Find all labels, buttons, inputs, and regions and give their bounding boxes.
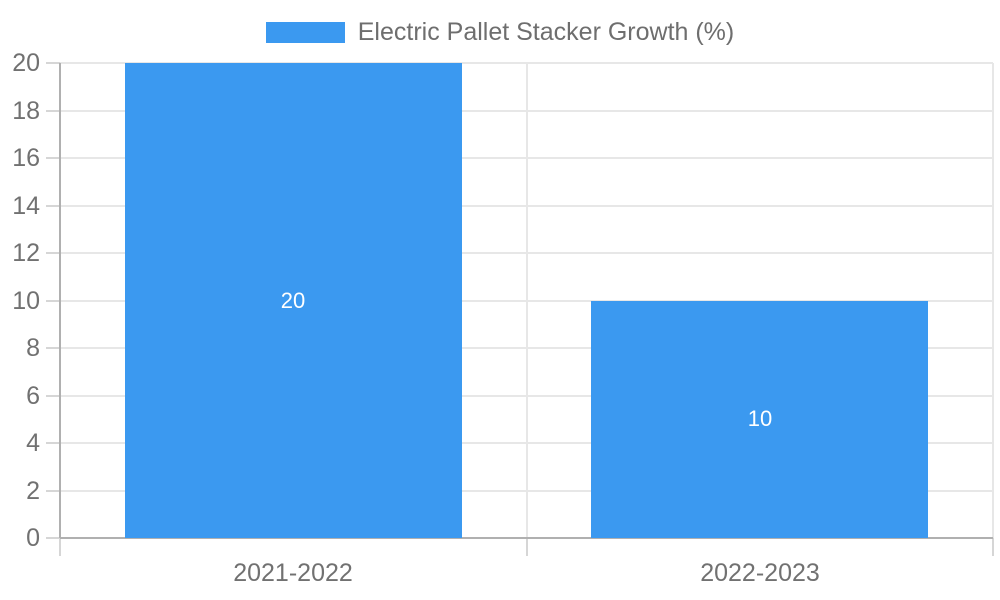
y-axis-tick-label: 16 bbox=[12, 144, 40, 172]
y-axis-tick bbox=[46, 252, 60, 254]
y-axis-tick-label: 4 bbox=[26, 429, 40, 457]
y-axis-tick bbox=[46, 442, 60, 444]
bar-value-label: 10 bbox=[747, 406, 773, 431]
y-axis-tick-label: 6 bbox=[26, 381, 40, 410]
y-axis-tick bbox=[46, 394, 60, 397]
legend-label: Electric Pallet Stacker Growth (%) bbox=[357, 17, 735, 46]
x-axis-label: 2022-2023 bbox=[700, 559, 820, 587]
x-axis-tick bbox=[525, 538, 528, 556]
y-axis-tick bbox=[46, 109, 60, 112]
bar[interactable] bbox=[125, 63, 462, 538]
y-axis-tick-label: 2 bbox=[26, 476, 40, 505]
y-axis-tick-label: 14 bbox=[12, 191, 40, 220]
y-axis-tick-label: 10 bbox=[12, 286, 40, 315]
x-axis-line bbox=[60, 537, 993, 539]
x-axis-tick bbox=[59, 538, 61, 556]
x-axis-tick bbox=[992, 538, 994, 556]
y-axis-tick bbox=[46, 157, 60, 159]
x-axis-label: 2021-2022 bbox=[233, 559, 353, 587]
bar-value-label: 20 bbox=[280, 288, 306, 313]
y-axis-tick-label: 0 bbox=[26, 524, 40, 552]
y-axis-tick bbox=[46, 347, 60, 349]
legend-swatch bbox=[265, 21, 345, 43]
y-axis-tick bbox=[46, 537, 60, 539]
y-axis-tick bbox=[46, 489, 60, 492]
y-axis-tick bbox=[46, 62, 60, 64]
v-gridline bbox=[992, 63, 994, 538]
y-axis-tick-label: 12 bbox=[12, 239, 40, 267]
y-axis-tick-label: 18 bbox=[12, 96, 40, 125]
legend[interactable]: Electric Pallet Stacker Growth (%) bbox=[0, 14, 1000, 50]
y-axis-tick bbox=[46, 204, 60, 207]
y-axis-line bbox=[59, 63, 61, 538]
bar[interactable] bbox=[591, 300, 928, 538]
v-gridline bbox=[525, 63, 528, 538]
y-axis-tick-label: 20 bbox=[12, 49, 40, 77]
y-axis-tick-label: 8 bbox=[26, 334, 40, 362]
y-axis-tick bbox=[46, 299, 60, 302]
